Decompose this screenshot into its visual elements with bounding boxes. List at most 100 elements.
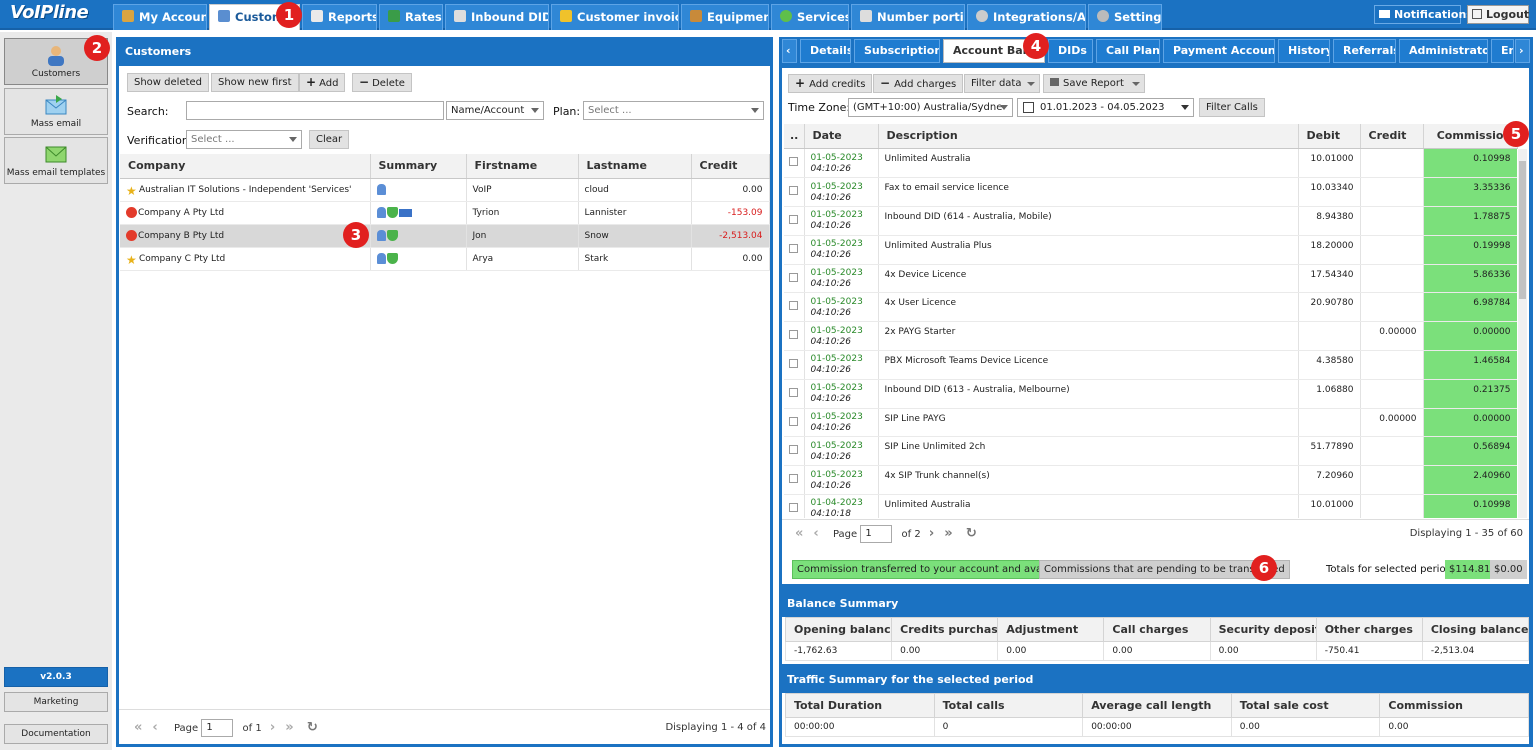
tab-inbound-dids[interactable]: Inbound DIDs bbox=[445, 4, 549, 30]
first-page-icon[interactable]: « bbox=[795, 526, 804, 541]
table-row-selected[interactable]: Company B Pty Ltd Jon Snow -2,513.04 bbox=[120, 224, 770, 248]
col-credit[interactable]: Credit bbox=[691, 154, 770, 179]
marketing-button[interactable]: Marketing bbox=[4, 692, 108, 712]
notifications-button[interactable]: Notifications bbox=[1374, 5, 1473, 24]
transaction-row[interactable]: 01-05-2023 04:10:26 PBX Microsoft Teams De… bbox=[784, 350, 1517, 380]
tab-dids[interactable]: DIDs bbox=[1048, 39, 1093, 63]
tab-referrals[interactable]: Referrals bbox=[1333, 39, 1396, 63]
tab-number-porting[interactable]: Number porting bbox=[851, 4, 965, 30]
date-range-picker[interactable]: 01.01.2023 - 04.05.2023 bbox=[1017, 98, 1194, 117]
scrollbar-thumb[interactable] bbox=[1519, 161, 1526, 299]
tab-equipment[interactable]: Equipment bbox=[681, 4, 769, 30]
tab-details[interactable]: Details bbox=[800, 39, 851, 63]
sidebar-item-mass-email[interactable]: Mass email bbox=[4, 88, 108, 135]
col-company[interactable]: Company bbox=[120, 154, 371, 179]
tab-settings[interactable]: Settings bbox=[1088, 4, 1162, 30]
search-input[interactable] bbox=[186, 101, 444, 120]
transaction-row[interactable]: 01-05-2023 04:10:26 Fax to email service l… bbox=[784, 177, 1517, 208]
last-page-icon[interactable]: » bbox=[944, 526, 953, 541]
add-credits-button[interactable]: + Add credits bbox=[788, 74, 873, 93]
transaction-row[interactable]: 01-05-2023 04:10:26 SIP Line PAYG 0.00000 0.… bbox=[784, 408, 1517, 438]
transaction-row[interactable]: 01-04-2023 04:10:18 Unlimited Australia 10.… bbox=[784, 494, 1517, 518]
show-deleted-button[interactable]: Show deleted bbox=[127, 73, 210, 92]
sidebar-item-mass-email-templates[interactable]: Mass email templates bbox=[4, 137, 108, 184]
row-checkbox[interactable] bbox=[789, 186, 798, 196]
tab-account-balance[interactable]: Account Balance bbox=[943, 39, 1045, 63]
col-commission[interactable]: Commission bbox=[1423, 124, 1518, 149]
tab-rates[interactable]: Rates bbox=[379, 4, 443, 30]
row-checkbox[interactable] bbox=[789, 301, 798, 311]
filter-data-button[interactable]: Filter data bbox=[964, 74, 1041, 93]
tab-integrations-api[interactable]: Integrations/API bbox=[967, 4, 1086, 30]
plan-select[interactable]: Select ... bbox=[583, 101, 764, 120]
row-checkbox[interactable] bbox=[789, 416, 798, 426]
timezone-select[interactable]: (GMT+10:00) Australia/Sydne bbox=[848, 98, 1013, 117]
logout-button[interactable]: Logout bbox=[1467, 5, 1529, 24]
tab-customer-invoices[interactable]: Customer invoices bbox=[551, 4, 679, 30]
col-date[interactable]: Date bbox=[804, 124, 879, 149]
refresh-icon[interactable]: ↻ bbox=[306, 720, 318, 735]
page-number-input[interactable]: 1 bbox=[860, 525, 893, 543]
col-select[interactable]: .. bbox=[784, 124, 805, 149]
show-new-first-button[interactable]: Show new first bbox=[211, 73, 299, 92]
tab-my-account[interactable]: My Account bbox=[113, 4, 207, 30]
clear-button[interactable]: Clear bbox=[309, 130, 350, 149]
transaction-row[interactable]: 01-05-2023 04:10:26 4x User Licence 20.9078… bbox=[784, 292, 1517, 323]
row-checkbox[interactable] bbox=[789, 502, 798, 512]
row-checkbox[interactable] bbox=[789, 358, 798, 368]
last-page-icon[interactable]: » bbox=[285, 720, 294, 735]
prev-page-icon[interactable]: ‹ bbox=[813, 526, 819, 541]
transaction-row[interactable]: 01-05-2023 04:10:26 4x Device Licence 17.54… bbox=[784, 264, 1517, 294]
row-checkbox[interactable] bbox=[789, 330, 798, 340]
transaction-row[interactable]: 01-05-2023 04:10:26 Inbound DID (614 - Aus… bbox=[784, 206, 1517, 236]
tab-payment-accounts[interactable]: Payment Accounts bbox=[1163, 39, 1275, 63]
transaction-row[interactable]: 01-05-2023 04:10:26 Unlimited Australia Pl… bbox=[784, 235, 1517, 265]
transaction-row[interactable]: 01-05-2023 04:10:26 Inbound DID (613 - Aus… bbox=[784, 379, 1517, 409]
tabs-scroll-right[interactable]: › bbox=[1515, 39, 1530, 63]
col-credit[interactable]: Credit bbox=[1360, 124, 1424, 149]
row-checkbox[interactable] bbox=[789, 387, 798, 397]
tabs-scroll-left[interactable]: ‹ bbox=[782, 39, 797, 63]
documentation-button[interactable]: Documentation bbox=[4, 724, 108, 744]
transaction-row[interactable]: 01-05-2023 04:10:26 SIP Line Unlimited 2ch… bbox=[784, 436, 1517, 467]
tab-subscriptions[interactable]: Subscriptions bbox=[854, 39, 940, 63]
verification-select[interactable]: Select ... bbox=[186, 130, 302, 149]
row-checkbox[interactable] bbox=[789, 243, 798, 253]
table-row[interactable]: ★ Australian IT Solutions - Independent '… bbox=[120, 178, 770, 202]
row-checkbox[interactable] bbox=[789, 214, 798, 224]
tab-more[interactable]: En bbox=[1491, 39, 1514, 63]
tab-administrators[interactable]: Administrators bbox=[1399, 39, 1488, 63]
filter-calls-button[interactable]: Filter Calls bbox=[1199, 98, 1265, 117]
refresh-icon[interactable]: ↻ bbox=[965, 526, 977, 541]
first-page-icon[interactable]: « bbox=[134, 720, 143, 735]
delete-customer-button[interactable]: − Delete bbox=[352, 73, 412, 92]
sidebar-item-customers[interactable]: Customers bbox=[4, 38, 108, 85]
next-page-icon[interactable]: › bbox=[269, 720, 276, 735]
row-checkbox[interactable] bbox=[789, 445, 798, 455]
save-report-button[interactable]: Save Report bbox=[1043, 74, 1145, 93]
col-debit[interactable]: Debit bbox=[1298, 124, 1361, 149]
transaction-row[interactable]: 01-05-2023 04:10:26 2x PAYG Starter 0.00000… bbox=[784, 321, 1517, 352]
tab-services[interactable]: Services bbox=[771, 4, 849, 30]
transaction-row[interactable]: 01-05-2023 04:10:26 Unlimited Australia 10.… bbox=[784, 149, 1517, 179]
table-row[interactable]: Company A Pty Ltd Tyrion Lannister -153.… bbox=[120, 201, 770, 225]
col-lastname[interactable]: Lastname bbox=[578, 154, 692, 179]
add-charges-button[interactable]: − Add charges bbox=[873, 74, 964, 93]
row-checkbox[interactable] bbox=[789, 157, 798, 167]
col-summary[interactable]: Summary bbox=[370, 154, 467, 179]
add-customer-button[interactable]: + Add bbox=[299, 73, 346, 92]
prev-page-icon[interactable]: ‹ bbox=[152, 720, 158, 735]
page-number-input[interactable]: 1 bbox=[201, 719, 234, 737]
row-checkbox[interactable] bbox=[789, 272, 798, 282]
tab-call-plans[interactable]: Call Plans bbox=[1096, 39, 1160, 63]
table-row[interactable]: ★ Company C Pty Ltd Arya Stark 0.00 bbox=[120, 247, 770, 271]
transactions-scrollbar[interactable] bbox=[1518, 149, 1527, 518]
tab-reports[interactable]: Reports bbox=[302, 4, 377, 30]
search-mode-select[interactable]: Name/Account bbox=[446, 101, 544, 120]
col-description[interactable]: Description bbox=[878, 124, 1299, 149]
row-checkbox[interactable] bbox=[789, 474, 798, 484]
next-page-icon[interactable]: › bbox=[928, 526, 935, 541]
col-firstname[interactable]: Firstname bbox=[466, 154, 579, 179]
transaction-row[interactable]: 01-05-2023 04:10:26 4x SIP Trunk channel(s… bbox=[784, 465, 1517, 496]
tab-history[interactable]: History bbox=[1278, 39, 1330, 63]
